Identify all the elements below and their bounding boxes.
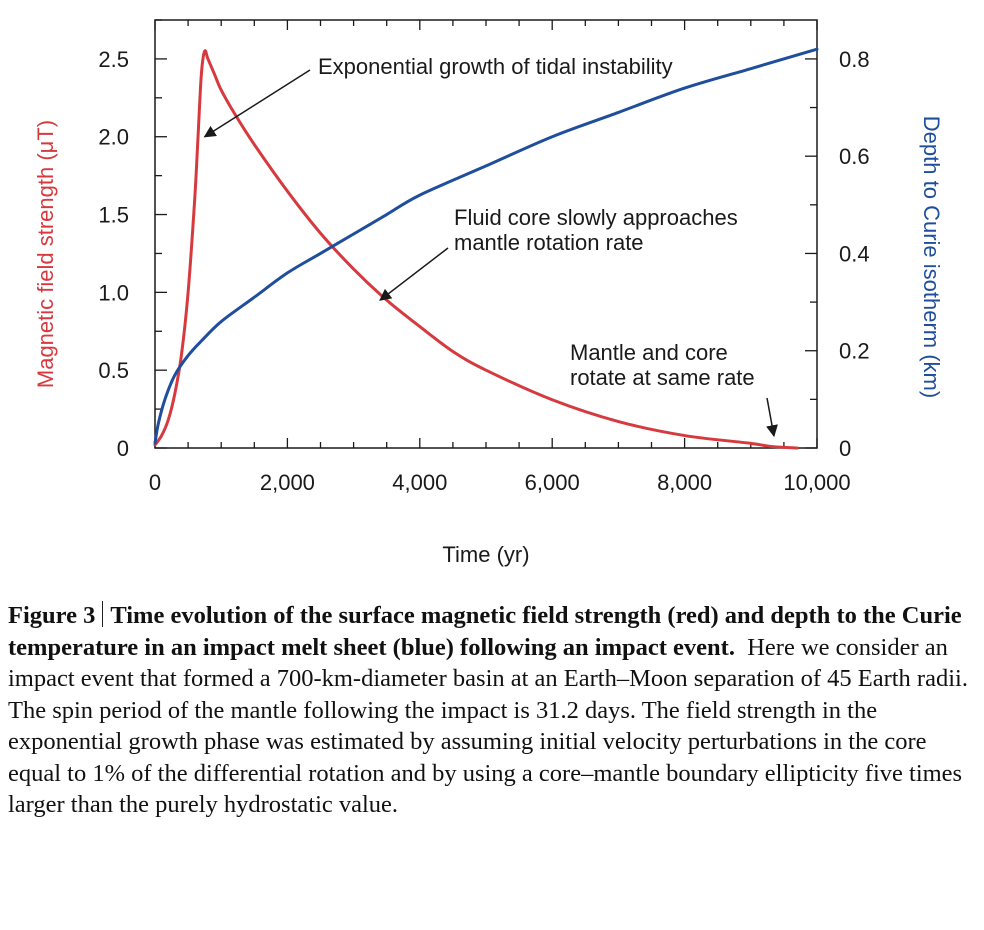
y-right-tick-label: 0.4 — [839, 241, 870, 266]
annotation-text: Exponential growth of tidal instability — [318, 54, 673, 79]
caption-body: Here we consider an impact event that fo… — [8, 633, 968, 819]
x-tick-label: 10,000 — [783, 470, 850, 495]
y-right-tick-label: 0.2 — [839, 339, 870, 364]
y-left-axis-title: Magnetic field strength (μT) — [33, 120, 58, 388]
x-tick-label: 2,000 — [260, 470, 315, 495]
caption-title: Time evolution of the surface magnetic f… — [8, 602, 962, 661]
chart: 0 2,000 4,000 6,000 8,000 10,000 0 0.5 1.0 1.5 2.0… — [33, 19, 944, 567]
y-left-tick-label: 0.5 — [98, 358, 129, 383]
x-tick-label: 6,000 — [525, 470, 580, 495]
y-right-tick-label: 0 — [839, 436, 851, 461]
y-left-tick-label: 2.5 — [98, 47, 129, 72]
y-right-tick-label: 0.6 — [839, 144, 870, 169]
annotation-arrow — [766, 397, 778, 438]
caption-label: Figure 3 — [8, 602, 96, 629]
y-left-tick-label: 2.0 — [98, 125, 129, 150]
y-left-tick-label: 0 — [117, 436, 129, 461]
annotation-arrow — [379, 247, 449, 301]
field-strength-line — [153, 49, 799, 450]
y-left-tick-label: 1.0 — [98, 280, 129, 305]
y-left-tick-label: 1.5 — [98, 203, 129, 228]
annotation-text: Fluid core slowly approaches — [454, 205, 738, 230]
y-right-axis-title: Depth to Curie isotherm (km) — [919, 116, 944, 398]
x-axis-title: Time (yr) — [442, 542, 529, 567]
annotation-text: rotate at same rate — [570, 365, 755, 390]
x-tick-label: 0 — [149, 470, 161, 495]
curie-depth-line — [153, 47, 819, 445]
annotation-arrow — [203, 69, 311, 138]
x-tick-label: 8,000 — [657, 470, 712, 495]
caption-separator — [102, 601, 104, 627]
y-right-tick-label: 0.8 — [839, 47, 870, 72]
figure-caption: Figure 3 Time evolution of the surface ma… — [8, 600, 978, 821]
annotation-text: Mantle and core — [570, 340, 728, 365]
annotation-text: mantle rotation rate — [454, 230, 644, 255]
x-tick-label: 4,000 — [392, 470, 447, 495]
